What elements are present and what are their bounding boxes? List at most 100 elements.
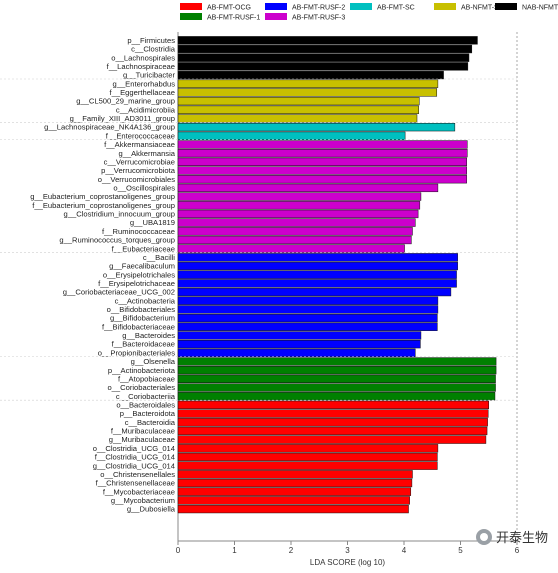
bar-label: c__Coriobacteriia [116, 392, 176, 401]
bar-label: f__Christensenellaceae [96, 479, 175, 488]
x-tick-label: 3 [345, 546, 350, 555]
bar-label: p__Bacteroidota [120, 409, 176, 418]
bar-label: g__Family_XIII_AD3011_group [70, 114, 175, 123]
bar-label: g__Coriobacteriaceae_UCG_002 [63, 288, 175, 297]
bar-label: o__Bacteroidales [116, 401, 175, 410]
bar [177, 175, 467, 184]
bar-label: f__Bifidobacteriaceae [102, 322, 175, 331]
bar [177, 444, 439, 453]
bar-label: f__Eubacterium_coprostanoligenes_group [32, 201, 175, 210]
legend-label: AB-FMT-OCG [207, 5, 251, 12]
bar [177, 366, 497, 375]
bar [177, 504, 409, 514]
bar-label: o__Lachnospirales [111, 53, 175, 62]
bar-label: g__Akkermansia [118, 149, 175, 158]
bar [177, 435, 487, 444]
bar [177, 227, 413, 236]
bar-label: g__Muribaculaceae [109, 435, 175, 444]
bar [177, 88, 438, 97]
bar [177, 452, 438, 462]
bar [177, 253, 458, 262]
bar [177, 392, 496, 401]
watermark: 开泰生物 [475, 527, 548, 546]
legend-swatch [180, 3, 202, 10]
bar-label: o__Clostridia_UCG_014 [93, 444, 175, 453]
legend-label: NAB-NFMT-SC [522, 5, 558, 12]
bar-label: g__Dubosiella [127, 505, 176, 514]
bar-label: f__Clostridia_UCG_014 [95, 453, 175, 462]
bar-label: g__Bacteroides [122, 331, 175, 340]
bar [177, 149, 468, 158]
bar [177, 322, 438, 331]
bar [177, 105, 419, 114]
bar [177, 348, 416, 357]
bar [177, 270, 457, 279]
bar [177, 79, 439, 88]
bar-label: p__Verrucomicrobiota [101, 166, 176, 175]
bar [177, 383, 496, 392]
bar-label: p__Actinobacteriota [108, 366, 176, 375]
bar-label: f__Enterococcaceae [106, 131, 175, 140]
legend-swatch [350, 3, 372, 10]
bar [177, 209, 419, 219]
bar [177, 313, 438, 323]
legend-swatch [265, 3, 287, 10]
bar-label: g__Enterorhabdus [113, 79, 176, 88]
bar [177, 114, 418, 123]
bar [177, 122, 456, 132]
bar-label: g__Mycobacterium [111, 496, 175, 505]
bar-label: g__Eubacterium_coprostanoligenes_group [30, 192, 175, 201]
bar [177, 192, 422, 201]
bar [177, 131, 406, 140]
bar-label: f__Mycobacteriaceae [103, 487, 175, 496]
wechat-icon [475, 528, 492, 545]
bar-label: g__Lachnospiraceae_NK4A136_group [44, 123, 175, 132]
x-tick-label: 2 [289, 546, 294, 555]
bar-label: f__Muribaculaceae [111, 427, 175, 436]
bar-label: o__Oscillospirales [113, 184, 175, 193]
bar [177, 305, 439, 314]
bar [177, 201, 421, 210]
legend-swatch [180, 13, 202, 20]
bar [177, 279, 457, 288]
legend-label: AB-FMT-RUSF-3 [292, 15, 345, 22]
x-axis-label: LDA SCORE (log 10) [310, 558, 385, 567]
bar [177, 62, 469, 71]
bar-label: g__Olsenella [131, 357, 176, 366]
x-tick-label: 6 [515, 546, 520, 555]
bar [177, 331, 422, 340]
bar [177, 44, 473, 54]
bar-label: f__Eubacteriaceae [112, 244, 175, 253]
bar [177, 418, 488, 427]
bar [177, 261, 458, 271]
bar [177, 357, 497, 366]
bar [177, 96, 420, 106]
bar [177, 166, 467, 175]
bar [177, 339, 421, 349]
bar [177, 296, 439, 305]
bar [177, 461, 438, 470]
bar [177, 478, 413, 488]
bar-label: g__Turicibacter [123, 71, 176, 80]
bar-label: p__Firmicutes [127, 36, 175, 45]
legend-label: AB-FMT-RUSF-1 [207, 15, 260, 22]
bar-label: f__Erysipelotrichaceae [98, 279, 175, 288]
bar-label: f__Atopobiaceae [118, 374, 175, 383]
bar-label: c__Bacilli [143, 253, 175, 262]
bar-label: f__Akkermansiaceae [104, 140, 175, 149]
bar-label: o__Erysipelotrichales [103, 270, 175, 279]
bar [177, 426, 488, 436]
bar-label: c__Clostridia [131, 45, 176, 54]
bar-label: c__Actinobacteria [115, 296, 176, 305]
bar-label: g__Ruminococcus_torques_group [59, 236, 175, 245]
bar-label: f__Lachnospiraceae [107, 62, 175, 71]
bar [177, 287, 452, 297]
legend-label: AB-FMT-RUSF-2 [292, 5, 345, 12]
bar [177, 36, 478, 45]
bar-label: f__Ruminococcaceae [102, 227, 175, 236]
bar [177, 70, 444, 80]
bar [177, 53, 470, 62]
bar-label: g__Clostridia_UCG_014 [93, 461, 175, 470]
bar [177, 487, 412, 496]
